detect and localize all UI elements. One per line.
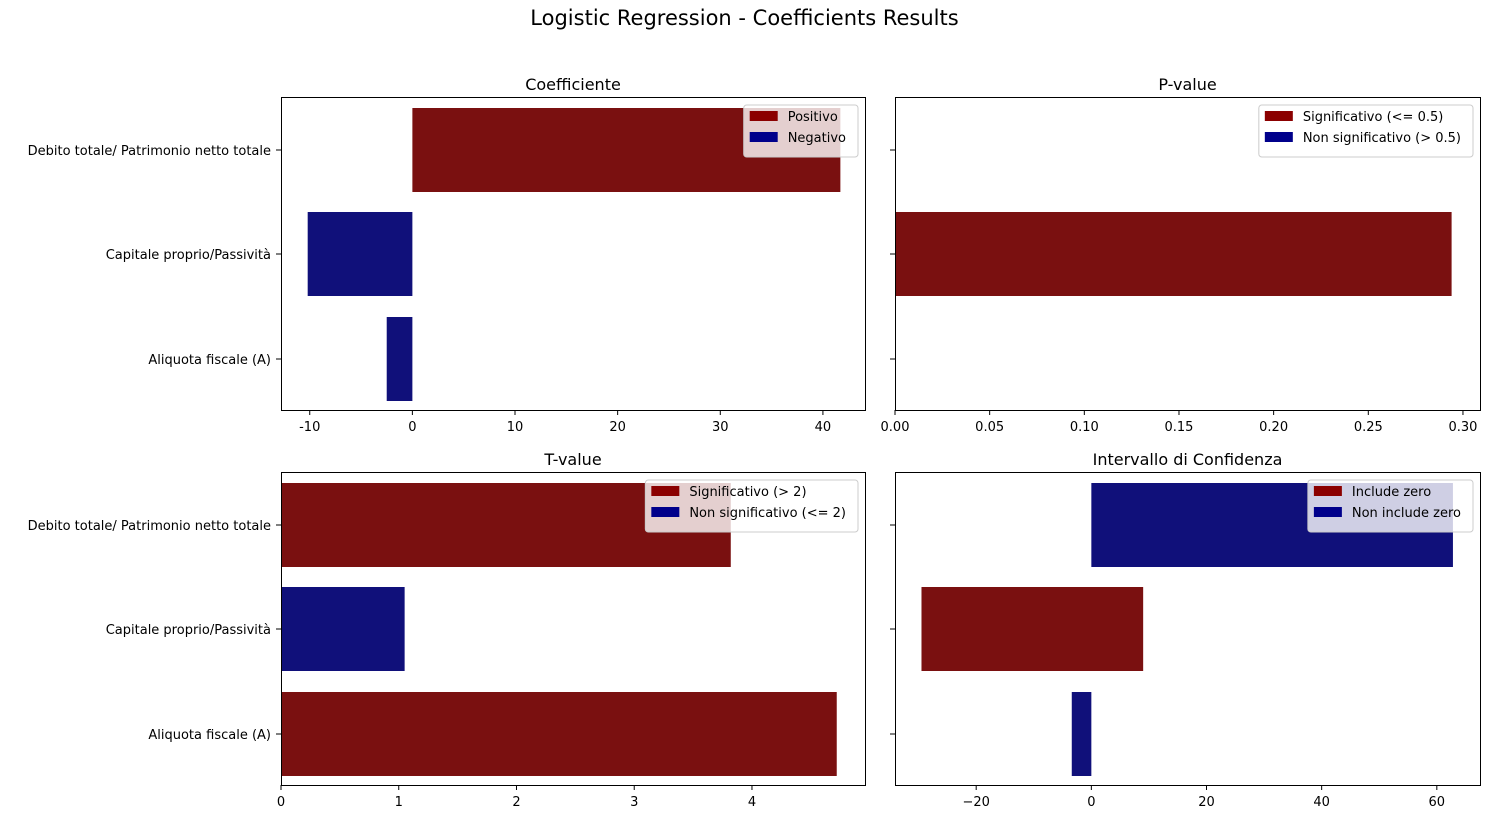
chart-title: Intervallo di Confidenza [1093,450,1283,469]
x-tick-label: 0.30 [1448,420,1477,435]
x-tick-label: 3 [630,795,638,810]
x-tick-label: 0.10 [1070,420,1099,435]
t-value-chart: T-value 0 1 2 3 4 Debito totale/ Patrimonio ne… [28,450,866,810]
bar-capitale-proprio-passivit [307,212,413,296]
legend: Significativo (<= 0.5) Non significativo … [1258,104,1474,158]
legend-box [644,479,859,533]
plot-frame [895,97,1481,411]
bar-aliquota-fiscale-a [281,692,837,776]
y-tick-label: Capitale proprio/Passività [106,248,271,263]
legend-swatch [749,132,778,142]
x-tick-label: 0.15 [1165,420,1194,435]
coefficient-chart: Coefficiente -10 0 10 20 30 40 Debito totale/ P… [28,75,866,435]
confidence-interval-chart: Intervallo di Confidenza −20 0 20 40 60 Includ… [890,450,1481,810]
x-tick-label: 4 [748,795,756,810]
y-tick-label: Capitale proprio/Passività [106,623,271,638]
legend-entry: Significativo (<= 0.5) [1303,110,1444,125]
plot-frame [281,472,866,786]
legend: Positivo Negativo [743,104,859,158]
plot-frame [281,97,866,411]
legend-entry: Significativo (> 2) [689,485,806,500]
x-tick-label: 20 [1198,795,1215,810]
bar-capitale-proprio-passivit [281,587,405,671]
legend-swatch [1264,111,1293,121]
legend-entry: Include zero [1352,485,1431,500]
x-tick-label: −20 [962,795,989,810]
x-tick-label: 10 [507,420,524,435]
legend-entry: Non significativo (> 0.5) [1303,131,1461,146]
x-tick-label: 0.00 [881,420,910,435]
legend-box [1307,479,1474,533]
x-tick-label: 0.05 [975,420,1004,435]
y-tick-label: Debito totale/ Patrimonio netto totale [28,144,271,159]
legend: Include zero Non include zero [1307,479,1474,533]
legend-swatch [1313,486,1342,496]
legend: Significativo (> 2) Non significativo (<=… [644,479,859,533]
x-tick-label: 60 [1429,795,1446,810]
x-tick-label: 40 [1313,795,1330,810]
x-tick-label: 2 [512,795,520,810]
x-tick-label: 0 [277,795,285,810]
legend-entry: Non significativo (<= 2) [689,506,846,521]
y-tick-label: Aliquota fiscale (A) [148,353,271,368]
legend-swatch [1313,507,1342,517]
legend-entry: Positivo [788,110,838,125]
x-tick-label: 0.25 [1354,420,1383,435]
x-tick-label: -10 [299,420,320,435]
y-tick-label: Debito totale/ Patrimonio netto totale [28,519,271,534]
y-tick-label: Aliquota fiscale (A) [148,728,271,743]
legend-swatch [651,507,680,517]
bar-aliquota-fiscale-a [1071,692,1092,776]
x-tick-label: 30 [712,420,729,435]
legend-entry: Negativo [788,131,846,146]
chart-title: T-value [543,450,601,469]
legend-swatch [749,111,778,121]
x-tick-label: 0 [408,420,416,435]
x-tick-label: 1 [395,795,403,810]
figure-title: Logistic Regression - Coefficients Resul… [530,6,959,30]
x-tick-label: 40 [815,420,832,435]
x-tick-label: 0.20 [1259,420,1288,435]
chart-title: Coefficiente [525,75,621,94]
bar-capitale-proprio-passivit [895,212,1452,296]
bar-capitale-proprio-passivit [921,587,1144,671]
legend-entry: Non include zero [1352,506,1461,521]
x-tick-label: 20 [609,420,626,435]
chart-title: P-value [1158,75,1216,94]
legend-swatch [651,486,680,496]
p-value-chart: P-value 0.00 0.05 0.10 0.15 0.20 0.25 0.30 Signi… [881,75,1481,435]
plot-frame [895,472,1481,786]
bar-aliquota-fiscale-a [386,317,413,401]
legend-box [1258,104,1474,158]
legend-swatch [1264,132,1293,142]
x-tick-label: 0 [1087,795,1095,810]
